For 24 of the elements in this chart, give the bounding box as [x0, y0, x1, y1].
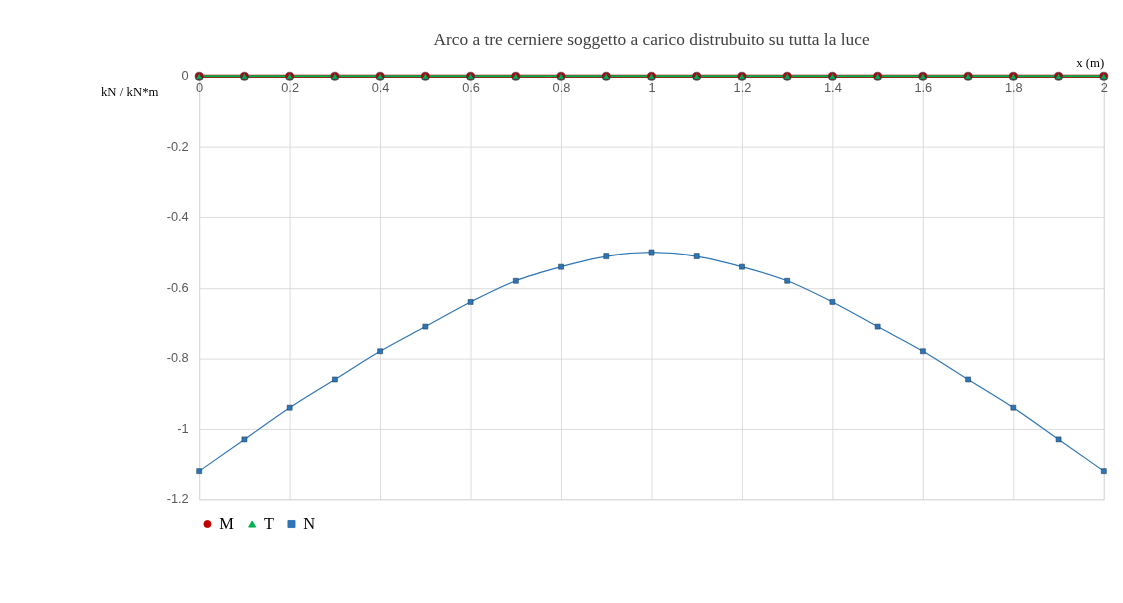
- x-tick-label: 1.6: [914, 80, 933, 96]
- y-tick-label: -0.4: [166, 209, 189, 225]
- y-tick-label: -0.2: [166, 138, 189, 154]
- x-tick-label: 1.2: [733, 80, 752, 96]
- x-tick-label: 1.8: [1004, 80, 1023, 96]
- y-tick-label: -0.6: [166, 279, 189, 295]
- legend-label: M: [219, 513, 235, 533]
- y-tick-label: -1: [177, 420, 189, 436]
- legend-label: T: [264, 513, 275, 533]
- x-axis-title: x (m): [1076, 55, 1105, 70]
- x-tick-label: 0.8: [552, 80, 571, 96]
- y-tick-label: -0.8: [166, 350, 189, 366]
- x-tick-label: 0: [196, 80, 204, 96]
- legend-label: N: [303, 513, 316, 533]
- y-tick-label: -1.2: [166, 491, 189, 507]
- y-axis-title: kN / kN*m: [100, 84, 159, 99]
- x-tick-label: 0.6: [462, 80, 480, 96]
- x-tick-label: 1: [648, 80, 656, 96]
- x-tick-label: 0.4: [371, 80, 390, 96]
- x-tick-label: 1.4: [823, 80, 842, 96]
- x-tick-label: 2: [1100, 80, 1108, 96]
- chart-title: Arco a tre cerniere soggetto a carico distrubuito su tutta la luce: [433, 30, 870, 50]
- x-tick-label: 0.2: [281, 80, 300, 96]
- y-tick-label: 0: [181, 68, 189, 84]
